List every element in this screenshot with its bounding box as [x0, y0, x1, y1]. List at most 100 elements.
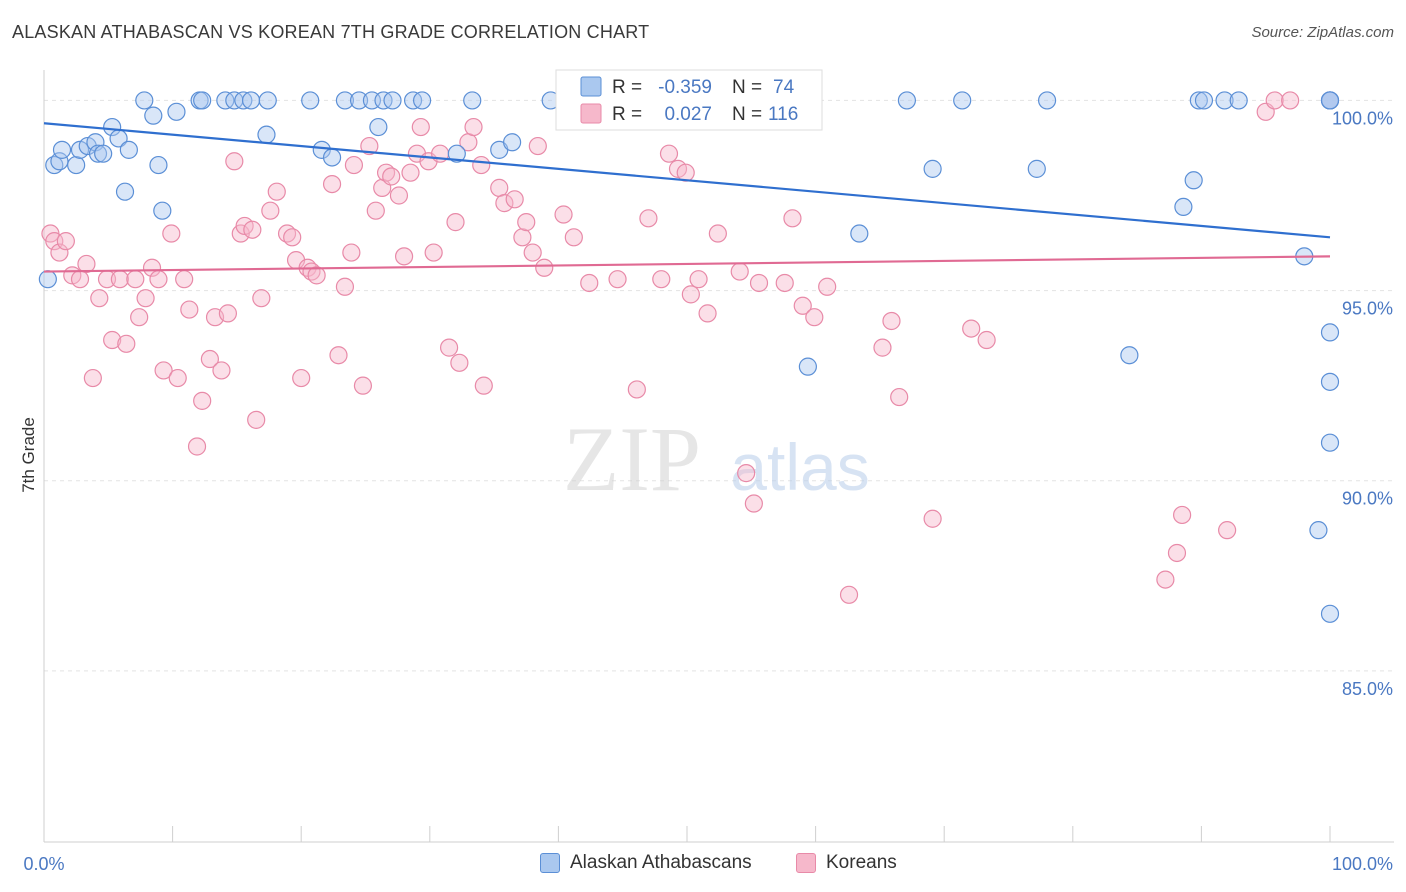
- athabascan-point-59: [1184, 171, 1203, 190]
- x-tick-labels: 0.0% 100.0%: [23, 854, 1393, 874]
- korean-point-67: [464, 117, 483, 137]
- korean-point-21: [175, 270, 194, 289]
- korean-point-54: [382, 167, 401, 186]
- athabascan-trend-line: [43, 122, 1331, 239]
- korean-point-32: [243, 220, 262, 239]
- stats-swatch-pink: [580, 103, 602, 124]
- athabascan-point-51: [850, 224, 869, 243]
- athabascan-point-15: [144, 106, 163, 125]
- korean-point-111: [1218, 521, 1237, 540]
- korean-point-61: [424, 243, 443, 262]
- athabascan-point-13: [119, 140, 138, 159]
- athabascan-point-73: [1320, 604, 1340, 623]
- athabascan-point-27: [301, 91, 320, 110]
- athabascan-point-33: [369, 117, 388, 137]
- korean-point-96: [775, 273, 794, 293]
- korean-point-92: [730, 262, 749, 281]
- korean-point-13: [126, 270, 145, 289]
- korean-point-20: [168, 368, 187, 388]
- korean-point-22: [180, 300, 199, 319]
- athabascan-point-60: [1189, 91, 1208, 110]
- korean-point-68: [472, 155, 491, 175]
- source-label: Source: ZipAtlas.com: [1251, 24, 1394, 41]
- athabascan-point-4: [67, 155, 86, 175]
- korean-point-15: [136, 289, 155, 308]
- y-tick-label-0: 100.0%: [1332, 108, 1393, 128]
- legend-label-koreans: Koreans: [826, 852, 897, 873]
- korean-point-44: [322, 174, 342, 194]
- korean-point-84: [652, 270, 671, 289]
- korean-point-49: [353, 376, 373, 395]
- trend-lines: [43, 122, 1331, 273]
- korean-point-72: [505, 190, 524, 209]
- athabascan-point-28: [312, 140, 331, 159]
- korean-point-18: [154, 361, 173, 380]
- korean-point-45: [329, 346, 348, 365]
- korean-point-29: [225, 152, 244, 171]
- korean-point-73: [513, 228, 532, 247]
- athabascan-point-69: [1320, 323, 1340, 342]
- athabascan-point-38: [447, 144, 466, 163]
- chart-title: ALASKAN ATHABASCAN VS KOREAN 7TH GRADE C…: [12, 22, 650, 42]
- athabascan-point-53: [923, 159, 942, 178]
- athabascan-point-18: [167, 102, 186, 121]
- athabascan-point-54: [953, 91, 972, 110]
- korean-point-33: [247, 410, 266, 429]
- korean-point-57: [401, 163, 420, 182]
- athabascan-point-62: [1215, 91, 1234, 110]
- korean-point-104: [890, 387, 909, 407]
- korean-point-63: [439, 338, 459, 357]
- athabascan-point-23: [234, 91, 253, 110]
- athabascan-point-65: [1309, 521, 1328, 540]
- korean-point-56: [394, 247, 414, 266]
- legend-swatch-pink: [796, 853, 816, 873]
- athabascan-point-63: [1229, 91, 1248, 110]
- stats-box: R = -0.359 N = 74 R = 0.027 N = 116: [555, 69, 823, 131]
- stats-n-value-blue: 74: [773, 77, 795, 98]
- x-tick-label-0: 0.0%: [23, 854, 64, 874]
- korean-point-50: [360, 136, 379, 156]
- athabascan-point-31: [349, 91, 369, 110]
- korean-point-77: [535, 258, 554, 277]
- watermark-atlas: atlas: [730, 430, 869, 504]
- legend-label-alaskan-athabascans: Alaskan Athabascans: [570, 852, 752, 873]
- korean-point-71: [495, 194, 514, 213]
- athabascan-point-56: [1037, 91, 1057, 110]
- athabascan-point-3: [52, 140, 72, 159]
- korean-point-5: [70, 270, 90, 289]
- stats-r-label-blue: R =: [612, 77, 642, 98]
- athabascan-point-12: [115, 182, 135, 201]
- korean-point-110: [1173, 505, 1192, 525]
- legend-swatch-blue: [540, 853, 560, 873]
- korean-point-75: [523, 243, 542, 262]
- stats-r-label-pink: R =: [612, 104, 642, 125]
- korean-point-74: [517, 213, 536, 232]
- korean-point-64: [446, 213, 465, 232]
- athabascan-point-17: [153, 201, 172, 220]
- athabascan-point-58: [1174, 197, 1193, 217]
- korean-point-40: [292, 368, 311, 388]
- korean-point-6: [77, 254, 96, 274]
- korean-point-89: [689, 270, 708, 289]
- legend-item-koreans: Koreans: [796, 852, 897, 874]
- korean-point-109: [1167, 543, 1187, 563]
- korean-point-97: [783, 209, 802, 228]
- korean-point-14: [130, 308, 149, 327]
- korean-point-70: [490, 178, 509, 197]
- korean-point-85: [659, 144, 679, 163]
- watermark-zip: ZIP: [563, 408, 701, 510]
- korean-point-100: [818, 277, 837, 296]
- korean-point-114: [1281, 91, 1300, 110]
- stats-r-value-blue: -0.359: [658, 77, 712, 98]
- athabascan-point-24: [241, 91, 261, 110]
- korean-point-59: [411, 117, 430, 137]
- korean-point-78: [554, 205, 573, 224]
- korean-point-95: [749, 273, 769, 293]
- korean-point-12: [117, 334, 136, 353]
- korean-point-28: [218, 304, 237, 323]
- stats-n-value-pink: 116: [768, 104, 798, 125]
- korean-point-47: [342, 243, 361, 262]
- korean-point-69: [474, 376, 493, 395]
- korean-point-25: [200, 349, 219, 369]
